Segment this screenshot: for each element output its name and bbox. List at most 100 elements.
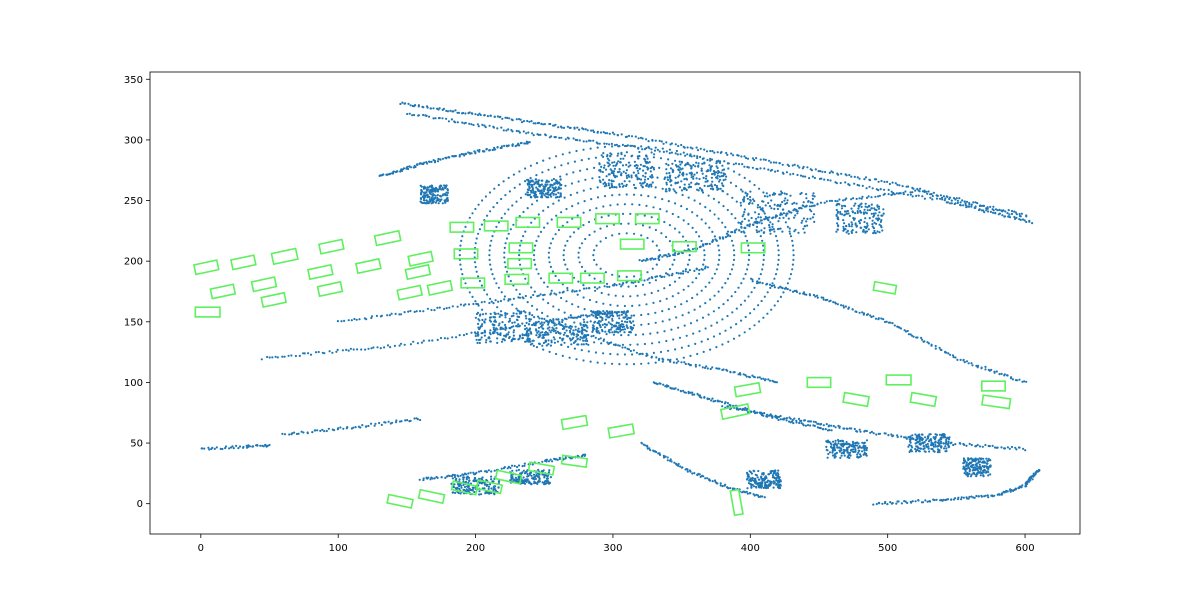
data-point [395, 419, 398, 422]
data-point [480, 325, 483, 328]
data-point [672, 338, 675, 341]
data-point [812, 293, 816, 297]
data-point [777, 220, 780, 223]
data-point [968, 203, 971, 206]
data-point [764, 204, 767, 207]
data-point [602, 131, 605, 134]
data-point [598, 142, 601, 145]
data-point [476, 341, 479, 344]
data-point [599, 227, 602, 230]
data-point [703, 162, 706, 165]
data-point [561, 319, 564, 322]
data-point [865, 230, 869, 233]
data-point [593, 286, 597, 289]
data-point [650, 355, 654, 358]
data-point [719, 187, 722, 190]
data-point [464, 152, 468, 155]
data-point [844, 205, 847, 208]
data-point [615, 143, 618, 146]
data-point [354, 426, 357, 429]
data-point [822, 424, 825, 427]
data-point [599, 131, 603, 134]
data-point [974, 201, 977, 204]
data-point [658, 249, 661, 252]
data-point [618, 232, 621, 235]
data-point [698, 177, 701, 181]
data-point [668, 176, 671, 179]
data-point [717, 290, 720, 293]
data-point [954, 497, 957, 500]
data-point [798, 421, 801, 425]
data-point [724, 282, 727, 285]
data-point [309, 353, 313, 356]
data-point [932, 449, 935, 453]
data-point [689, 470, 692, 473]
data-point [998, 373, 1001, 376]
data-point [565, 300, 568, 303]
data-point [662, 142, 665, 145]
data-point [793, 216, 796, 219]
data-point [706, 180, 709, 183]
data-point [987, 471, 990, 474]
data-point [860, 197, 863, 200]
data-point [527, 182, 530, 185]
data-point [455, 336, 458, 339]
data-point [936, 441, 939, 444]
data-point [576, 191, 579, 194]
data-point [814, 295, 817, 298]
data-point [749, 199, 752, 202]
data-point [668, 254, 672, 257]
data-point [916, 448, 919, 451]
data-point [909, 435, 912, 438]
data-point [578, 261, 581, 264]
data-point [950, 202, 953, 205]
data-point [965, 461, 968, 464]
data-point [944, 445, 947, 448]
data-point [820, 296, 823, 299]
data-point [609, 204, 612, 207]
data-point [778, 162, 781, 165]
data-point [704, 265, 707, 268]
data-point [701, 191, 705, 194]
data-point [820, 177, 823, 180]
data-point [737, 154, 740, 157]
data-point [392, 170, 395, 173]
data-point [544, 183, 547, 186]
data-point [671, 272, 674, 275]
data-point [870, 196, 873, 199]
data-point [850, 207, 853, 210]
data-point [774, 170, 777, 173]
data-point [655, 263, 658, 266]
data-point [701, 172, 704, 175]
data-point [417, 114, 420, 117]
data-point [857, 207, 860, 210]
data-point [585, 324, 588, 327]
data-point [710, 176, 714, 179]
data-point [573, 321, 576, 324]
data-point [875, 502, 878, 506]
data-point [584, 329, 587, 332]
data-point [1031, 474, 1034, 477]
data-point [691, 391, 694, 394]
data-point [609, 303, 612, 306]
data-point [842, 452, 846, 455]
data-point [903, 329, 906, 332]
data-point [583, 325, 586, 328]
data-point [633, 275, 636, 278]
data-point [691, 393, 694, 396]
data-point [686, 263, 690, 266]
data-point [406, 112, 409, 116]
data-point [857, 449, 860, 452]
data-point [713, 183, 717, 187]
data-point [915, 194, 918, 197]
data-point [840, 172, 843, 175]
data-point [675, 271, 678, 274]
data-point [521, 322, 524, 325]
data-point [519, 472, 522, 475]
data-point [691, 147, 694, 150]
data-point [577, 202, 580, 205]
data-point [718, 161, 722, 164]
data-point [842, 199, 845, 202]
data-point [428, 339, 431, 342]
data-point [527, 141, 530, 144]
